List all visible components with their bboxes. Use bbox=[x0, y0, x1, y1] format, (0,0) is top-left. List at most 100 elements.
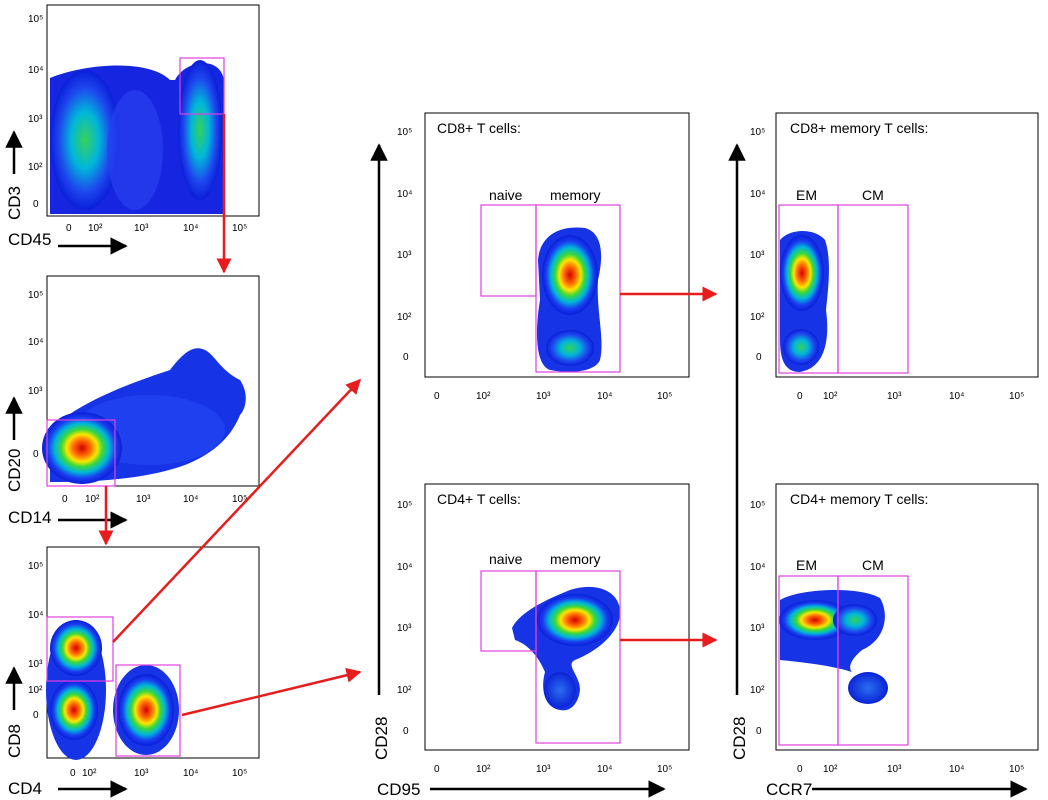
density-plot-cd4m bbox=[779, 589, 888, 704]
x-tick: 10⁴ bbox=[183, 494, 198, 505]
y-axis-label-cd28: CD28 bbox=[730, 717, 749, 760]
panel-cd3-cd45: 10⁵ 10⁴ 10³ 10² 0 0 10² 10³ 10⁴ 10⁵ CD45… bbox=[5, 4, 260, 255]
y-tick: 10³ bbox=[28, 659, 43, 670]
x-axis-label: CD14 bbox=[8, 508, 51, 527]
x-tick: 0 bbox=[66, 223, 72, 234]
middle-column-axes: CD28 CD95 bbox=[370, 143, 666, 799]
y-tick-labels: 10⁵ 10⁴ 10³ 10² 0 bbox=[28, 14, 43, 210]
x-tick-labels: 0 10² 10³ 10⁴ 10⁵ bbox=[70, 768, 247, 779]
y-tick: 10⁴ bbox=[28, 65, 43, 76]
y-tick: 10³ bbox=[750, 250, 765, 261]
x-tick-labels: 0 10² 10³ 10⁴ 10⁵ bbox=[434, 391, 672, 402]
x-tick-labels: 0 10² 10³ 10⁴ 10⁵ bbox=[434, 764, 672, 775]
y-tick: 0 bbox=[403, 352, 409, 363]
x-axis-label-ccr7: CCR7 bbox=[766, 780, 812, 799]
density-plot-cd8m bbox=[780, 231, 829, 372]
x-tick: 10³ bbox=[134, 768, 149, 779]
gate-label-memory: memory bbox=[550, 187, 601, 203]
x-tick: 0 bbox=[434, 764, 440, 775]
x-tick: 10⁵ bbox=[657, 391, 672, 402]
gate-cd45-cd3 bbox=[179, 57, 225, 115]
x-tick: 0 bbox=[797, 391, 803, 402]
y-tick: 10⁴ bbox=[397, 562, 412, 573]
density-plot-cd4t bbox=[512, 586, 621, 711]
panel-cd8-t-cells: CD8+ T cells: naive memory 10⁵ 10⁴ 10³ 1… bbox=[397, 112, 690, 402]
density-plot-cd8t bbox=[537, 227, 602, 372]
y-tick: 10⁵ bbox=[750, 127, 765, 138]
x-tick: 10³ bbox=[887, 764, 902, 775]
arrow-cd4-to-cd4t bbox=[181, 667, 362, 717]
x-tick-labels: 0 10² 10³ 10⁴ 10⁵ bbox=[797, 391, 1024, 402]
y-tick: 10⁵ bbox=[28, 14, 43, 25]
gate-label-cm: CM bbox=[862, 557, 884, 573]
y-tick: 10³ bbox=[750, 623, 765, 634]
y-tick: 10⁴ bbox=[28, 337, 43, 348]
x-tick: 10² bbox=[823, 764, 838, 775]
x-tick: 10² bbox=[823, 391, 838, 402]
panel-cd8-memory-t-cells: CD8+ memory T cells: EM CM 10⁵ 10⁴ 10³ 1… bbox=[750, 112, 1039, 402]
y-tick: 10⁵ bbox=[397, 127, 412, 138]
y-tick: 10⁴ bbox=[750, 562, 765, 573]
y-tick: 10⁵ bbox=[28, 290, 43, 301]
gate-label-em: EM bbox=[796, 187, 817, 203]
right-column-axes: CD28 CCR7 bbox=[728, 143, 1028, 799]
x-tick: 10⁴ bbox=[597, 764, 612, 775]
gating-arrows bbox=[98, 114, 718, 717]
x-tick-labels: 0 10² 10³ 10⁴ 10⁵ bbox=[66, 223, 247, 234]
y-tick: 10⁴ bbox=[28, 610, 43, 621]
x-tick: 10³ bbox=[536, 764, 551, 775]
x-tick: 10⁵ bbox=[232, 494, 247, 505]
x-tick: 10² bbox=[88, 223, 103, 234]
y-tick: 10⁴ bbox=[397, 189, 412, 200]
gate-label-cm: CM bbox=[862, 187, 884, 203]
density-plot-cd14 bbox=[42, 348, 246, 484]
y-tick-labels: 10⁵ 10⁴ 10³ 10² 0 bbox=[397, 500, 412, 737]
gate-cd14-cd20 bbox=[46, 419, 116, 487]
y-tick: 10² bbox=[28, 162, 43, 173]
x-tick: 0 bbox=[62, 494, 68, 505]
y-tick: 10³ bbox=[397, 623, 412, 634]
y-tick: 0 bbox=[33, 710, 39, 721]
x-tick: 10⁵ bbox=[1009, 391, 1024, 402]
x-tick: 10⁵ bbox=[1009, 764, 1024, 775]
panel-cd4-memory-t-cells: CD4+ memory T cells: EM CM 10⁵ 10⁴ 10³ 1… bbox=[750, 483, 1039, 775]
x-tick: 10² bbox=[85, 494, 100, 505]
x-tick: 10⁴ bbox=[949, 764, 964, 775]
x-tick: 10⁴ bbox=[183, 768, 198, 779]
x-tick: 10³ bbox=[134, 223, 149, 234]
y-tick: 10² bbox=[397, 312, 412, 323]
panel-title: CD8+ memory T cells: bbox=[790, 120, 928, 136]
x-tick: 10⁵ bbox=[232, 768, 247, 779]
y-tick: 10² bbox=[750, 685, 765, 696]
panel-cd20-cd14: 10⁵ 10⁴ 10³ 0 0 10² 10³ 10⁴ 10⁵ CD14 CD2… bbox=[5, 275, 260, 529]
x-tick: 0 bbox=[797, 764, 803, 775]
y-tick: 10³ bbox=[28, 114, 43, 125]
gate-label-naive: naive bbox=[489, 551, 523, 567]
x-tick: 10² bbox=[476, 764, 491, 775]
x-tick: 10⁴ bbox=[949, 391, 964, 402]
y-axis-label: CD3 bbox=[5, 186, 24, 220]
x-tick: 10³ bbox=[887, 391, 902, 402]
y-tick-labels: 10⁵ 10⁴ 10³ 0 bbox=[28, 290, 43, 460]
y-tick-labels: 10⁵ 10⁴ 10³ 10² 0 bbox=[750, 127, 765, 363]
y-tick-labels: 10⁵ 10⁴ 10³ 10² 0 bbox=[28, 561, 43, 721]
x-tick: 10⁵ bbox=[657, 764, 672, 775]
y-tick: 10² bbox=[28, 685, 43, 696]
gate-label-em: EM bbox=[796, 557, 817, 573]
y-tick: 10² bbox=[750, 312, 765, 323]
x-tick: 0 bbox=[434, 391, 440, 402]
x-axis-label: CD4 bbox=[8, 779, 42, 798]
gate-memory bbox=[535, 204, 621, 373]
x-tick: 10² bbox=[82, 768, 97, 779]
y-axis-label: CD20 bbox=[5, 449, 24, 492]
x-tick: 10⁴ bbox=[183, 223, 198, 234]
gate-cd4 bbox=[115, 664, 181, 757]
gate-label-naive: naive bbox=[489, 187, 523, 203]
gate-label-memory: memory bbox=[550, 551, 601, 567]
x-tick: 10⁵ bbox=[232, 223, 247, 234]
y-tick: 10³ bbox=[28, 386, 43, 397]
panel-cd8-cd4: 10⁵ 10⁴ 10³ 10² 0 0 10² 10³ 10⁴ 10⁵ CD4 … bbox=[5, 546, 260, 798]
y-tick-labels: 10⁵ 10⁴ 10³ 10² 0 bbox=[397, 127, 412, 363]
y-tick: 0 bbox=[756, 352, 762, 363]
